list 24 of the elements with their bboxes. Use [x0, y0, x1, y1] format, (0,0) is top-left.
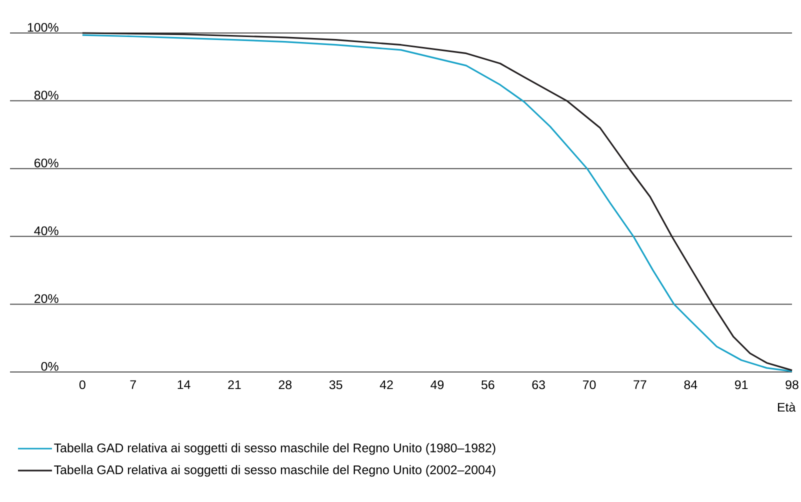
legend-label: Tabella GAD relativa ai soggetti di sesso maschile del Regno Unito (2002–2004)	[54, 465, 496, 477]
x-tick-label: 7	[130, 380, 136, 389]
x-tick-label: 91	[734, 380, 748, 390]
x-tick-label: 84	[684, 380, 698, 390]
x-tick-label: 35	[329, 380, 342, 390]
y-tick-label: 0%	[41, 362, 58, 371]
y-tick-label: 100%	[28, 22, 58, 32]
y-tick-label: 80%	[34, 90, 58, 100]
x-tick-label: 70	[582, 380, 596, 390]
y-tick-label: 20%	[34, 294, 58, 303]
x-tick-label: 49	[430, 380, 444, 390]
x-axis-title: Età	[778, 402, 796, 412]
x-tick-label: 63	[532, 380, 545, 390]
x-tick-label: 77	[634, 380, 646, 389]
x-tick-label: 21	[228, 380, 241, 390]
y-tick-label: 40%	[34, 226, 58, 236]
x-tick-label: 98	[786, 380, 798, 390]
x-tick-label: 0	[79, 380, 86, 390]
x-tick-label: 42	[380, 380, 393, 390]
x-tick-label: 56	[481, 380, 494, 390]
x-tick-label: 14	[178, 380, 190, 389]
x-tick-label: 28	[278, 380, 292, 390]
legend-label: Tabella GAD relativa ai soggetti di sesso maschile del Regno Unito (1980–1982)	[54, 443, 496, 455]
y-tick-label: 60%	[34, 158, 58, 168]
